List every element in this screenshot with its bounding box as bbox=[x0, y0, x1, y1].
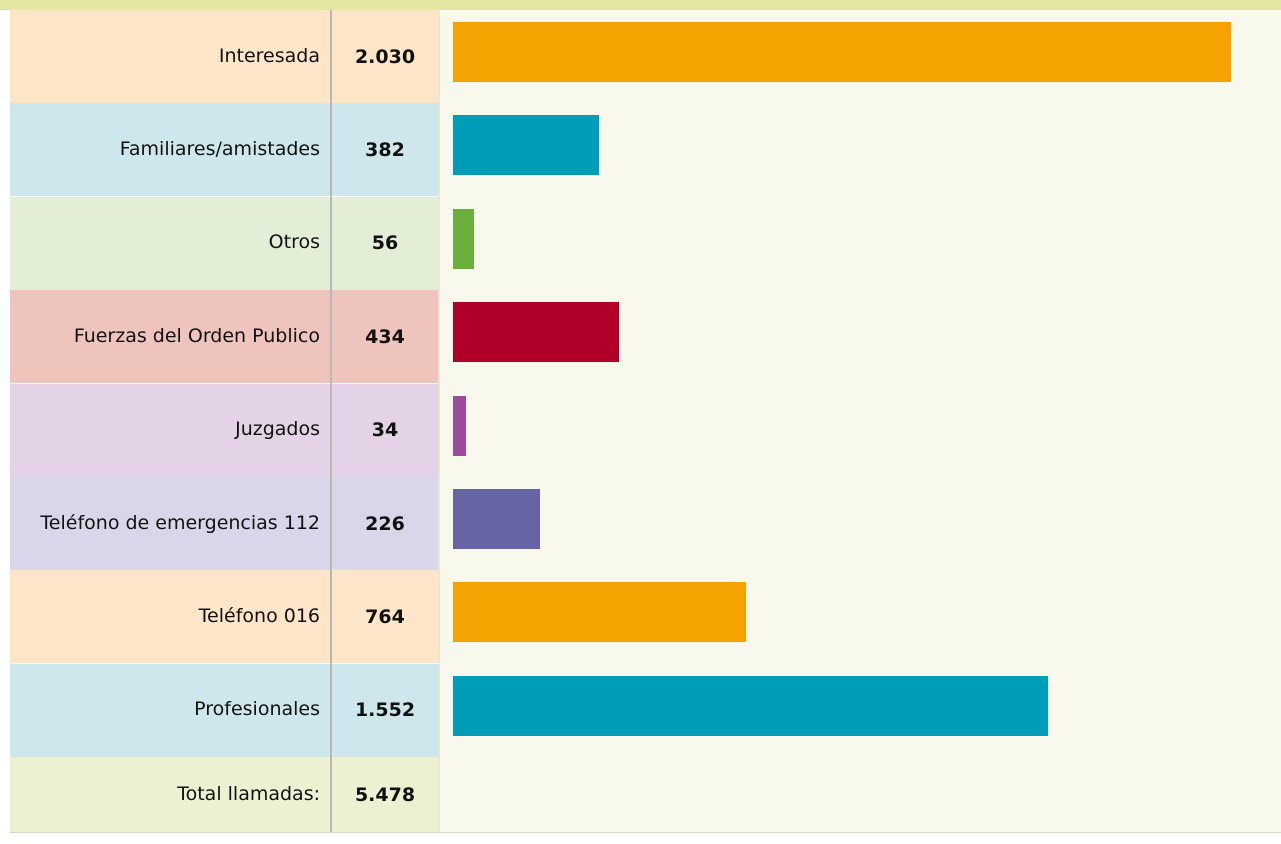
row-label-bg bbox=[10, 196, 330, 290]
bar bbox=[453, 489, 540, 549]
label-text: Total llamadas: bbox=[177, 782, 320, 805]
row-label-bg bbox=[10, 663, 330, 757]
label-text: Teléfono de emergencias 112 bbox=[40, 511, 320, 534]
row-label: Otros bbox=[10, 197, 330, 290]
label-text: Juzgados bbox=[235, 418, 320, 441]
bar bbox=[453, 582, 746, 643]
row-value: 434 bbox=[365, 325, 405, 348]
row-value-bg bbox=[332, 10, 438, 103]
row-label: Interesada bbox=[10, 10, 330, 103]
top-band bbox=[0, 0, 1281, 10]
label-text: Interesada bbox=[218, 44, 320, 67]
row-label-bg bbox=[10, 757, 330, 832]
bar bbox=[453, 208, 475, 269]
row-value-bg bbox=[332, 757, 438, 832]
divider bbox=[438, 10, 440, 832]
bar bbox=[453, 115, 600, 176]
label-text: Familiares/amistades bbox=[119, 138, 320, 161]
divider bbox=[330, 10, 332, 832]
row-label-bg bbox=[10, 10, 330, 103]
row-value: 382 bbox=[365, 138, 405, 161]
row-value: 34 bbox=[371, 419, 399, 442]
label-text: Teléfono 016 bbox=[198, 605, 320, 628]
row-label: Fuerzas del Orden Publico bbox=[10, 290, 330, 383]
bottom-line bbox=[10, 832, 1281, 833]
row-label: Teléfono 016 bbox=[10, 570, 330, 663]
bar bbox=[453, 395, 467, 456]
row-value-bg bbox=[332, 570, 438, 664]
label-text: Fuerzas del Orden Publico bbox=[73, 324, 320, 347]
row-label-bg bbox=[10, 103, 330, 197]
row-label-bg bbox=[10, 570, 330, 664]
row-value: 2.030 bbox=[354, 45, 416, 68]
row-label-bg bbox=[10, 477, 330, 570]
row-value-bg bbox=[332, 103, 438, 197]
label-text: Profesionales bbox=[194, 698, 320, 721]
bar bbox=[453, 22, 1231, 82]
row-value-bg bbox=[332, 477, 438, 570]
bar bbox=[453, 302, 620, 363]
row-label-bg bbox=[10, 290, 330, 384]
row-value: 5.478 bbox=[354, 783, 416, 806]
row-value-bg bbox=[332, 383, 438, 477]
row-value-bg bbox=[332, 663, 438, 757]
row-value-bg bbox=[332, 196, 438, 290]
row-label: Juzgados bbox=[10, 384, 330, 477]
row-value: 56 bbox=[371, 232, 399, 255]
label-text: Otros bbox=[268, 231, 320, 254]
row-value: 226 bbox=[365, 512, 405, 535]
row-label: Familiares/amistades bbox=[10, 103, 330, 196]
row-value: 764 bbox=[365, 605, 405, 628]
row-label-bg bbox=[10, 383, 330, 477]
row-label: Teléfono de emergencias 112 bbox=[10, 477, 330, 570]
row-value: 1.552 bbox=[354, 699, 416, 722]
row-label: Profesionales bbox=[10, 664, 330, 757]
row-label: Total llamadas: bbox=[10, 757, 330, 832]
bar bbox=[453, 675, 1048, 736]
row-value-bg bbox=[332, 290, 438, 384]
